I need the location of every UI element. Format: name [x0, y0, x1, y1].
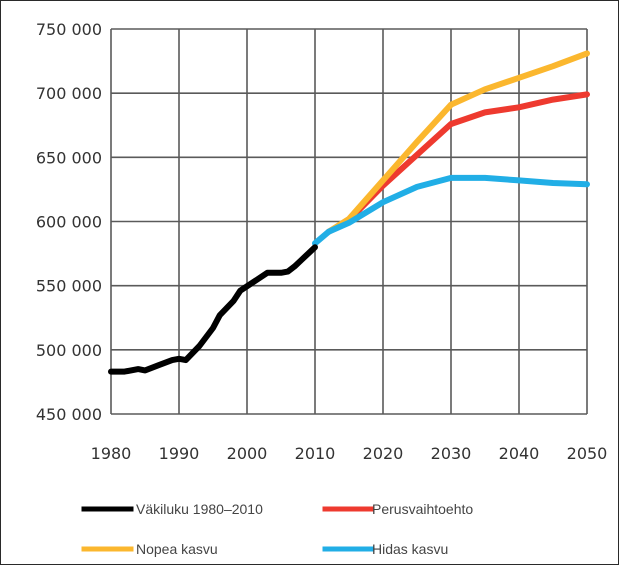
series-line-0	[108, 244, 318, 375]
series-line-2	[325, 50, 590, 235]
y-tick-label: 600 000	[36, 213, 102, 232]
y-tick-label: 650 000	[36, 148, 102, 167]
x-tick-label: 2050	[567, 444, 608, 463]
x-tick-label: 2020	[363, 444, 404, 463]
legend-label-slow: Hidas kasvu	[372, 541, 448, 557]
y-tick-label: 550 000	[36, 277, 102, 296]
y-tick-label: 500 000	[36, 341, 102, 360]
y-axis-ticks: 750 000 700 000 650 000 600 000 550 000 500 0…	[36, 20, 102, 424]
x-tick-label: 1990	[159, 444, 200, 463]
legend-label-base: Perusvaihtoehto	[372, 501, 473, 517]
y-tick-label: 700 000	[36, 84, 102, 103]
x-axis-ticks: 1980 1990 2000 2010 2020 2030 2040 2050	[91, 444, 608, 463]
x-tick-label: 2040	[499, 444, 540, 463]
series-lines	[108, 50, 590, 375]
legend: Väkiluku 1980–2010 Perusvaihtoehto Nopea…	[81, 501, 473, 557]
x-tick-label: 2010	[295, 444, 336, 463]
y-tick-label: 450 000	[36, 405, 102, 424]
legend-label-fast: Nopea kasvu	[136, 541, 218, 557]
x-tick-label: 2000	[227, 444, 268, 463]
legend-label-historical: Väkiluku 1980–2010	[136, 501, 263, 517]
series-line-3	[312, 174, 590, 247]
y-tick-label: 750 000	[36, 20, 102, 39]
x-tick-label: 2030	[431, 444, 472, 463]
grid-lines	[110, 28, 588, 415]
x-tick-label: 1980	[91, 444, 132, 463]
